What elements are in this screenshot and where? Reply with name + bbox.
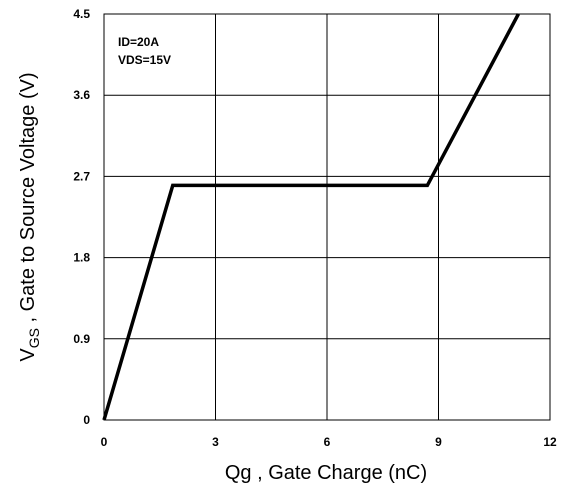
x-tick-label: 12: [543, 435, 557, 449]
y-axis-title: VGS , Gate to Source Voltage (V): [17, 72, 42, 361]
y-tick-label: 0: [83, 413, 90, 427]
x-tick-label: 3: [212, 435, 219, 449]
series-line: [102, 13, 520, 421]
y-tick-label: 3.6: [73, 88, 90, 102]
plot-frame: [103, 13, 551, 421]
y-tick-label: 0.9: [73, 332, 90, 346]
x-tick-label: 9: [435, 435, 442, 449]
y-tick-labels: 0 0.9 1.8 2.7 3.6 4.5: [73, 7, 90, 427]
y-axis-title-subscript: GS: [26, 328, 42, 348]
annotation-id: ID=20A: [118, 35, 159, 49]
annotation-vds: VDS=15V: [118, 53, 171, 67]
y-axis-title-rest: , Gate to Source Voltage (V): [17, 72, 39, 328]
x-tick-labels: 0 3 6 9 12: [101, 435, 557, 449]
y-tick-label: 4.5: [73, 7, 90, 21]
x-tick-label: 6: [324, 435, 331, 449]
x-tick-label: 0: [101, 435, 108, 449]
y-tick-label: 2.7: [73, 169, 90, 183]
x-axis-title: Qg , Gate Charge (nC): [225, 462, 427, 484]
grid-lines: [103, 13, 551, 421]
y-tick-label: 1.8: [73, 251, 90, 265]
y-axis-title-prefix: V: [17, 348, 39, 362]
